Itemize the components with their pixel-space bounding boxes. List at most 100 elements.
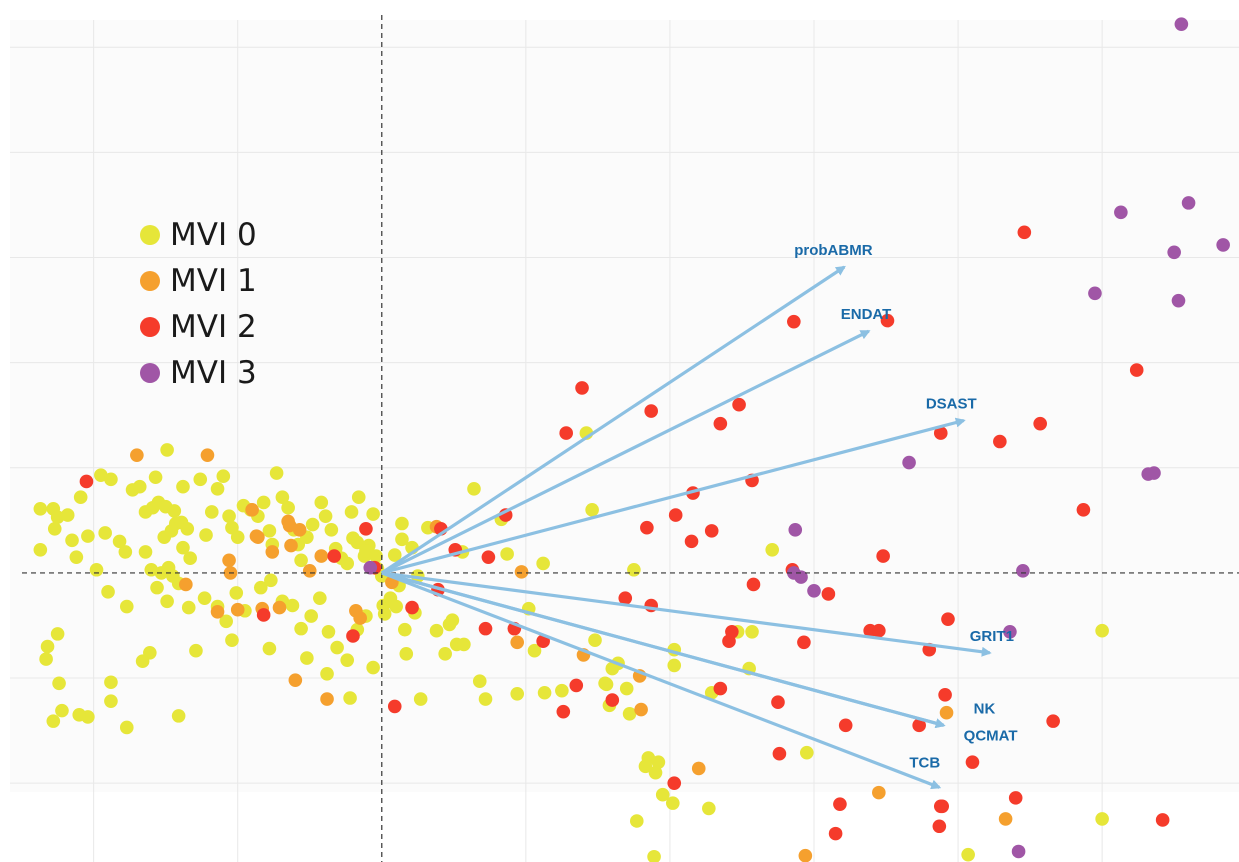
data-point [160, 594, 174, 609]
data-point [510, 687, 525, 701]
data-point [344, 505, 359, 519]
data-point [46, 714, 61, 728]
vector-label: ENDAT [841, 306, 892, 323]
data-point [148, 470, 163, 485]
legend-label: MVI 0 [170, 216, 257, 253]
vector-arrow [381, 329, 871, 575]
data-point [1174, 17, 1189, 31]
data-point [725, 624, 739, 639]
data-point [445, 613, 460, 628]
data-point [457, 637, 471, 652]
vector-arrow [381, 571, 946, 729]
data-point [998, 812, 1013, 826]
data-point [350, 535, 365, 550]
legend-item: MVI 1 [140, 258, 290, 304]
data-point [933, 426, 948, 440]
data-point [732, 397, 746, 412]
data-point [222, 509, 236, 523]
data-point [302, 564, 317, 578]
data-point [807, 583, 821, 598]
data-point [343, 691, 357, 705]
data-point [387, 699, 402, 714]
data-point [965, 755, 980, 769]
data-point [389, 599, 403, 614]
data-point [369, 549, 383, 563]
data-point [691, 761, 706, 776]
data-point [1033, 416, 1047, 431]
data-point [713, 416, 728, 431]
data-point [622, 706, 637, 721]
data-point [230, 602, 245, 617]
data-point [1181, 196, 1196, 210]
data-point [429, 623, 444, 638]
data-point [481, 550, 496, 564]
data-point [667, 658, 682, 673]
vector-label: TCB [909, 754, 940, 771]
data-point [284, 538, 298, 553]
data-point [225, 633, 239, 647]
data-point [555, 683, 569, 698]
data-point [510, 635, 525, 650]
data-point [629, 814, 644, 828]
data-point [1167, 245, 1181, 260]
data-point [377, 607, 392, 621]
data-point [745, 624, 759, 639]
plot-background [10, 20, 1239, 792]
data-point [765, 542, 780, 557]
data-point [588, 633, 602, 647]
data-point [472, 674, 487, 688]
data-point [245, 503, 259, 517]
data-point [180, 521, 195, 536]
data-point [838, 718, 853, 733]
data-point [1171, 293, 1186, 308]
data-point [171, 709, 186, 723]
data-point [69, 550, 84, 564]
data-point [176, 540, 190, 555]
legend-item: MVI 0 [140, 212, 290, 258]
data-point [467, 482, 481, 496]
data-point [398, 622, 412, 637]
data-point [269, 466, 284, 480]
data-point [179, 577, 193, 592]
data-point [363, 560, 378, 575]
data-point [40, 639, 55, 654]
data-point [253, 580, 268, 595]
data-point [210, 482, 225, 496]
legend-label: MVI 3 [170, 354, 257, 391]
data-point [300, 651, 314, 665]
data-point [828, 826, 843, 841]
data-point [771, 695, 785, 710]
data-point [872, 785, 886, 800]
data-point [575, 381, 589, 395]
data-point [176, 479, 190, 494]
data-point [993, 434, 1007, 449]
data-point [104, 472, 118, 487]
data-point [797, 635, 811, 650]
legend-label: MVI 1 [170, 262, 257, 299]
data-point [183, 551, 197, 565]
data-point [1016, 564, 1030, 578]
data-point [81, 529, 95, 543]
legend-item: MVI 2 [140, 304, 290, 350]
data-point [150, 580, 164, 595]
vector-arrow [380, 265, 846, 575]
legend-swatch [140, 317, 160, 337]
data-point [324, 523, 339, 537]
data-point [702, 801, 716, 816]
data-point [55, 703, 69, 718]
vector-label: NK [974, 700, 996, 717]
legend-swatch [140, 225, 160, 245]
data-point [60, 508, 75, 522]
data-point [1011, 844, 1026, 859]
data-point [39, 652, 53, 666]
data-point [627, 562, 641, 577]
data-point [585, 503, 599, 517]
data-point [351, 490, 366, 505]
data-point [135, 654, 150, 669]
data-point [288, 673, 303, 687]
data-point [305, 517, 320, 532]
data-point [285, 598, 300, 613]
data-point [72, 708, 87, 722]
data-point [50, 627, 65, 641]
